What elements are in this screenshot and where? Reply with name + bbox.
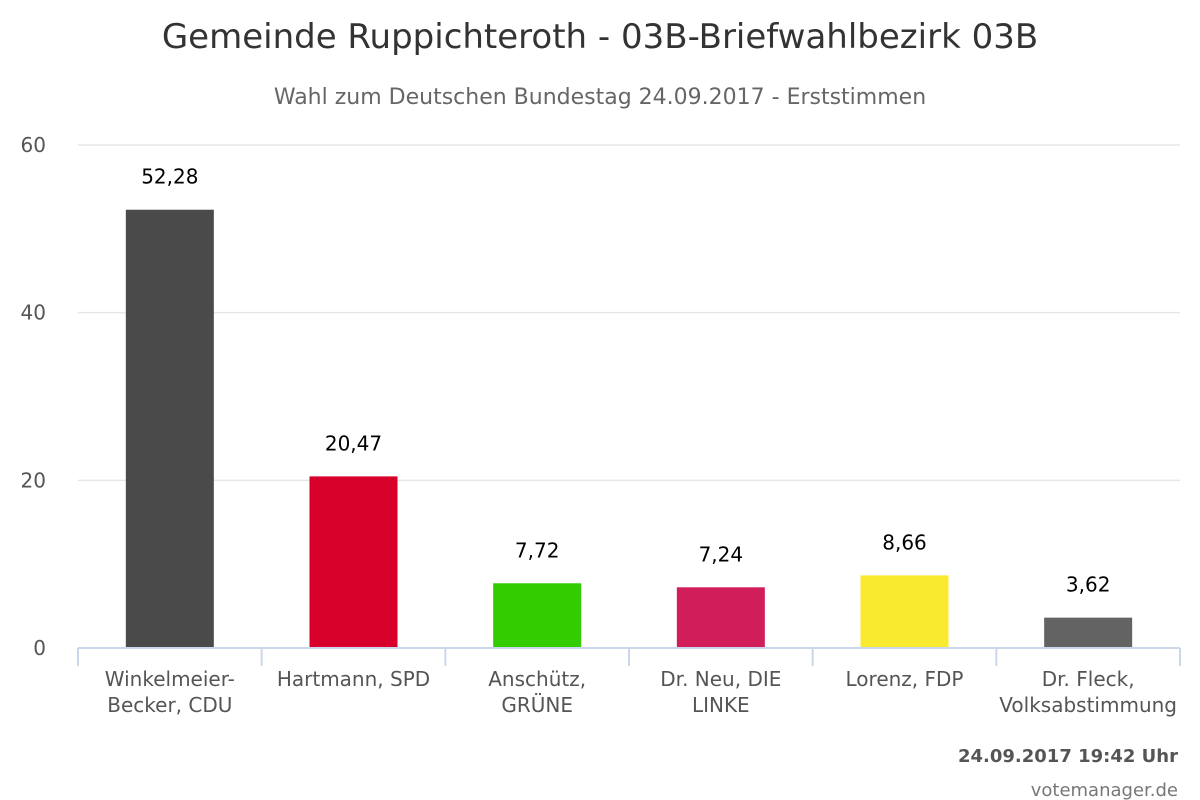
x-tick-label-line: Winkelmeier- — [105, 667, 235, 691]
credit-link[interactable]: votemanager.de — [1031, 780, 1178, 800]
bars — [125, 209, 1133, 648]
x-tick-label-line: GRÜNE — [501, 693, 573, 717]
bar[interactable] — [860, 575, 949, 648]
grid-lines — [78, 144, 1180, 482]
y-tick-label: 40 — [21, 301, 46, 325]
data-label: 20,47 — [325, 431, 382, 455]
data-label: 8,66 — [882, 530, 927, 554]
data-label: 52,28 — [141, 165, 198, 189]
bar[interactable] — [493, 583, 582, 648]
data-label: 7,24 — [699, 542, 744, 566]
x-tick-label: Hartmann, SPD — [277, 667, 430, 691]
timestamp: 24.09.2017 19:42 Uhr — [958, 746, 1178, 767]
y-tick-label: 0 — [33, 636, 46, 660]
x-tick-label-line: Dr. Fleck, — [1042, 667, 1135, 691]
y-tick-label: 60 — [21, 133, 46, 157]
x-tick-label-line: Hartmann, SPD — [277, 667, 430, 691]
x-tick-label-line: Dr. Neu, DIE — [660, 667, 781, 691]
bar[interactable] — [125, 209, 214, 648]
chart-subtitle: Wahl zum Deutschen Bundestag 24.09.2017 … — [274, 85, 926, 110]
x-tick-label: Anschütz, GRÜNE — [488, 667, 586, 717]
x-tick-label: Lorenz, FDP — [846, 667, 964, 691]
x-tick-label: Dr. Fleck, Volksabstimmung — [999, 667, 1177, 717]
bar[interactable] — [309, 476, 398, 648]
x-tick-label-line: Volksabstimmung — [999, 693, 1177, 717]
chart-title: Gemeinde Ruppichteroth - 03B-Briefwahlbe… — [162, 17, 1038, 57]
data-label: 7,72 — [515, 538, 560, 562]
data-labels: 52,28 20,47 7,72 7,24 8,66 3,62 — [141, 165, 1110, 597]
x-tick-label: Winkelmeier-Becker, CDU — [105, 667, 235, 717]
credit-text: votemanager.de — [1031, 780, 1178, 800]
x-tick-label: Dr. Neu, DIE LINKE — [660, 667, 781, 717]
data-label: 3,62 — [1066, 573, 1111, 597]
y-axis-ticks: 0 20 40 60 — [21, 133, 46, 660]
bar[interactable] — [676, 587, 765, 648]
x-tick-label-line: Anschütz, — [488, 667, 586, 691]
x-axis — [77, 647, 1181, 666]
x-axis-ticks: Winkelmeier-Becker, CDU Hartmann, SPD Ansc… — [105, 667, 1177, 717]
bar[interactable] — [1044, 617, 1133, 648]
y-tick-label: 20 — [21, 468, 46, 492]
x-tick-label-line: LINKE — [692, 693, 750, 717]
x-tick-label-line: Becker, CDU — [107, 693, 232, 717]
x-tick-label-line: Lorenz, FDP — [846, 667, 964, 691]
